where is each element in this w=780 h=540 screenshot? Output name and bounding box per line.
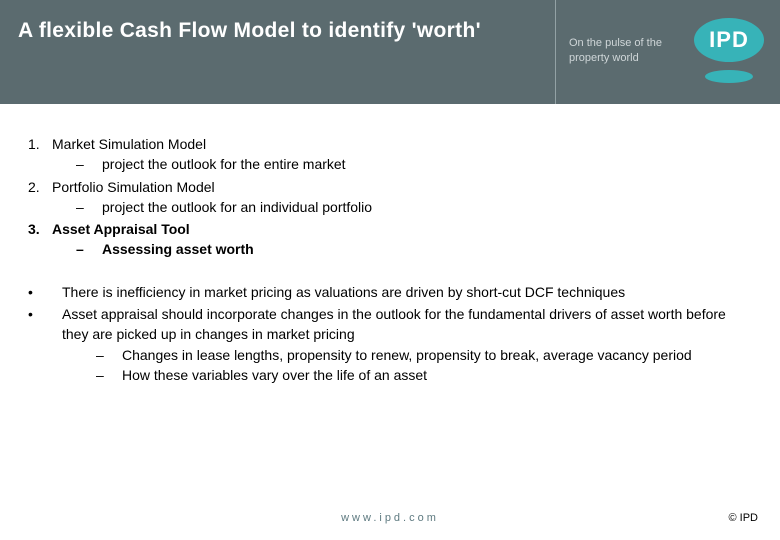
slide-body: 1.Market Simulation Model–project the ou… xyxy=(0,104,780,385)
footer-copyright: © IPD xyxy=(729,512,759,524)
dash-icon: – xyxy=(76,154,102,174)
list-subtext: Assessing asset worth xyxy=(102,239,254,259)
logo-underline-icon xyxy=(705,70,753,83)
footer-url: www.ipd.com xyxy=(0,512,780,524)
list-item: 3.Asset Appraisal Tool –Assessing asset w… xyxy=(28,219,752,260)
tagline-box: On the pulse of the property world IPD xyxy=(555,0,780,104)
bullet-subtext: How these variables vary over the life o… xyxy=(122,365,427,385)
dash-icon: – xyxy=(76,239,102,259)
list-item: 2.Portfolio Simulation Model –project the… xyxy=(28,177,752,218)
bullet-marker-icon: • xyxy=(28,304,62,385)
bullet-item: •Asset appraisal should incorporate chan… xyxy=(28,304,752,385)
list-text: Portfolio Simulation Model xyxy=(52,179,215,195)
list-subtext: project the outlook for an individual po… xyxy=(102,197,372,217)
list-text: Asset Appraisal Tool xyxy=(52,221,190,237)
slide-header: A flexible Cash Flow Model to identify '… xyxy=(0,0,780,104)
header-divider xyxy=(555,0,556,104)
list-number: 1. xyxy=(28,134,52,154)
logo-text: IPD xyxy=(709,27,749,53)
bullet-marker-icon: • xyxy=(28,282,62,302)
list-number: 2. xyxy=(28,177,52,197)
bullet-text: Asset appraisal should incorporate chang… xyxy=(62,304,752,345)
slide-title: A flexible Cash Flow Model to identify '… xyxy=(18,18,537,44)
bullet-subtext: Changes in lease lengths, propensity to … xyxy=(122,345,692,365)
logo: IPD xyxy=(694,18,764,83)
dash-icon: – xyxy=(96,365,122,385)
bullet-item: •There is inefficiency in market pricing… xyxy=(28,282,752,302)
list-text: Market Simulation Model xyxy=(52,136,206,152)
title-box: A flexible Cash Flow Model to identify '… xyxy=(0,0,555,104)
dash-icon: – xyxy=(76,197,102,217)
bullet-text: There is inefficiency in market pricing … xyxy=(62,282,752,302)
logo-ellipse-icon: IPD xyxy=(694,18,764,62)
list-subtext: project the outlook for the entire marke… xyxy=(102,154,346,174)
tagline-text: On the pulse of the property world xyxy=(569,36,664,67)
list-item: 1.Market Simulation Model –project the ou… xyxy=(28,134,752,175)
dash-icon: – xyxy=(96,345,122,365)
list-number: 3. xyxy=(28,219,52,239)
numbered-list: 1.Market Simulation Model–project the ou… xyxy=(28,134,752,260)
bullet-list: •There is inefficiency in market pricing… xyxy=(28,282,752,385)
